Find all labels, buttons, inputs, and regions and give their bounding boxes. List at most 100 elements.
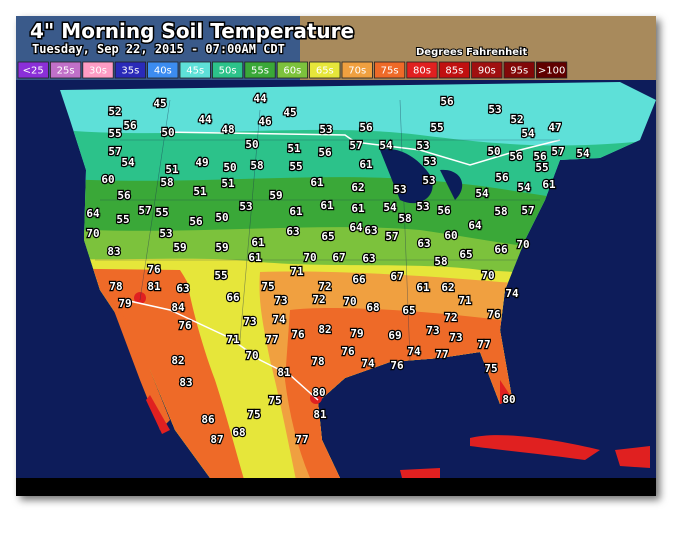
station-value: 53	[159, 227, 172, 240]
station-value: 82	[318, 323, 331, 336]
station-value: 68	[232, 426, 245, 439]
station-value: 75	[261, 280, 274, 293]
station-value: 75	[268, 394, 281, 407]
cuba	[470, 435, 600, 460]
station-value: 53	[416, 200, 429, 213]
station-value: 74	[361, 357, 375, 370]
legend-label: 45s	[186, 66, 204, 77]
bottom-bar	[16, 478, 656, 496]
station-value: 76	[487, 308, 501, 321]
great-lakes	[380, 149, 463, 204]
station-value: 55	[535, 161, 548, 174]
station-value: 53	[393, 183, 406, 196]
station-value: 58	[250, 159, 263, 172]
station-value: 53	[423, 155, 436, 168]
station-value: 46	[258, 115, 272, 128]
legend-swatch	[309, 61, 341, 79]
station-value: 49	[195, 156, 208, 169]
legend-swatch	[471, 61, 503, 79]
station-value: 54	[521, 127, 535, 140]
station-value: 71	[458, 294, 472, 307]
station-value: 51	[221, 177, 235, 190]
station-value: 64	[86, 207, 100, 220]
station-value: 48	[221, 123, 234, 136]
station-value: 69	[388, 329, 401, 342]
station-value: 70	[343, 295, 356, 308]
station-value: 55	[108, 127, 121, 140]
legend-label: 25s	[57, 66, 75, 77]
station-value: 76	[390, 359, 404, 372]
station-value: 54	[475, 187, 489, 200]
station-value: 76	[178, 319, 192, 332]
legend-label: <25	[23, 66, 44, 77]
station-value: 83	[179, 376, 192, 389]
station-value: 47	[548, 121, 561, 134]
station-value: 75	[484, 362, 497, 375]
station-value: 64	[468, 219, 482, 232]
station-value: 56	[359, 121, 373, 134]
station-value: 72	[444, 311, 457, 324]
graticule	[95, 99, 560, 361]
station-value: 54	[517, 181, 531, 194]
station-value: 70	[516, 238, 529, 251]
station-value: 51	[165, 163, 179, 176]
units: Degrees Fahrenheit	[416, 47, 527, 58]
station-value: 72	[318, 280, 331, 293]
station-value: 74	[407, 345, 421, 358]
station-value: 52	[108, 105, 121, 118]
station-value: 83	[107, 245, 120, 258]
station-value: 63	[417, 237, 430, 250]
title: 4" Morning Soil Temperature	[30, 19, 354, 43]
station-value: 61	[251, 236, 265, 249]
station-value: 73	[426, 324, 439, 337]
station-value: 53	[488, 103, 501, 116]
station-value: 61	[320, 199, 334, 212]
station-value: 64	[349, 221, 363, 234]
station-value: 55	[155, 206, 168, 219]
baja	[110, 300, 170, 430]
legend-label: 60s	[283, 66, 301, 77]
legend-swatch	[114, 61, 146, 79]
station-value: 72	[312, 293, 325, 306]
station-value: 76	[341, 345, 355, 358]
station-value: 77	[295, 433, 308, 446]
station-value: 55	[430, 121, 443, 134]
station-value: 81	[313, 408, 327, 421]
station-value: 79	[118, 297, 131, 310]
subtitle: Tuesday, Sep 22, 2015 - 07:00AM CDT	[32, 42, 285, 56]
legend-label: 40s	[154, 66, 172, 77]
station-value: 77	[435, 348, 448, 361]
station-value: 70	[245, 349, 258, 362]
station-value: 53	[319, 123, 332, 136]
legend-swatch	[373, 61, 406, 79]
station-value: 82	[171, 354, 184, 367]
station-value: 61	[248, 251, 262, 264]
station-value: 61	[289, 205, 303, 218]
station-value: 54	[121, 156, 135, 169]
station-value: 55	[116, 213, 129, 226]
station-value: 53	[239, 200, 252, 213]
station-value: 75	[247, 408, 260, 421]
station-value: 66	[226, 291, 240, 304]
station-value: 65	[459, 248, 472, 261]
station-value: 73	[449, 331, 462, 344]
legend-swatch	[503, 61, 535, 79]
station-value: 57	[551, 145, 564, 158]
legend-swatch	[50, 61, 82, 79]
legend-label: 85s	[445, 66, 463, 77]
station-value: 76	[147, 263, 161, 276]
station-value: 74	[505, 287, 519, 300]
legend-swatch	[341, 61, 373, 79]
station-value: 45	[283, 106, 296, 119]
station-value: 63	[286, 225, 299, 238]
legend-label: 55s	[251, 66, 269, 77]
station-value: 61	[310, 176, 324, 189]
station-value: 81	[277, 366, 291, 379]
station-value: 57	[138, 204, 151, 217]
station-value: 57	[521, 204, 534, 217]
station-value: 73	[274, 294, 287, 307]
station-value: 61	[542, 178, 556, 191]
station-value: 53	[422, 174, 435, 187]
legend-swatch	[17, 61, 49, 79]
legend-label: 90s	[478, 66, 496, 77]
